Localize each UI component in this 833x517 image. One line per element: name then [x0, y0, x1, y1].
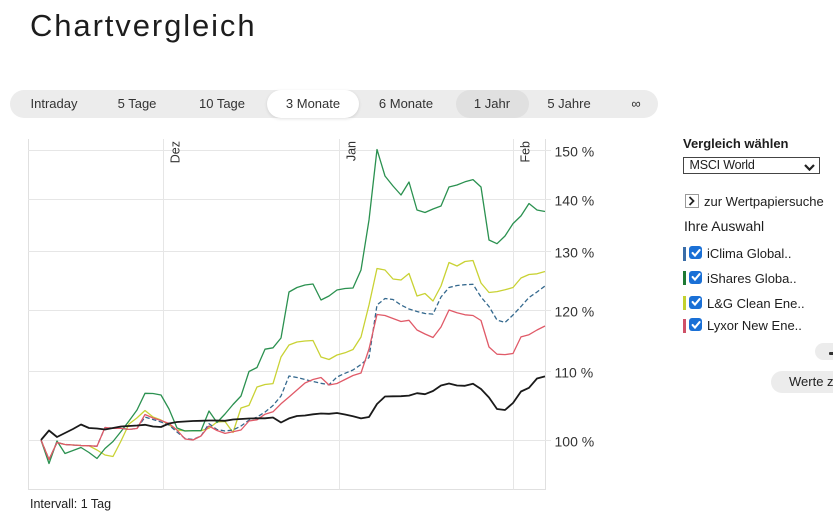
svg-text:150 %: 150 %	[555, 144, 595, 160]
svg-text:120 %: 120 %	[555, 304, 595, 320]
svg-text:Feb: Feb	[518, 141, 532, 163]
svg-text:Jan: Jan	[344, 141, 358, 161]
svg-text:140 %: 140 %	[555, 193, 595, 209]
svg-text:Dez: Dez	[168, 141, 182, 163]
svg-text:110 %: 110 %	[555, 365, 594, 381]
svg-text:130 %: 130 %	[555, 245, 595, 261]
svg-text:100 %: 100 %	[555, 434, 595, 450]
